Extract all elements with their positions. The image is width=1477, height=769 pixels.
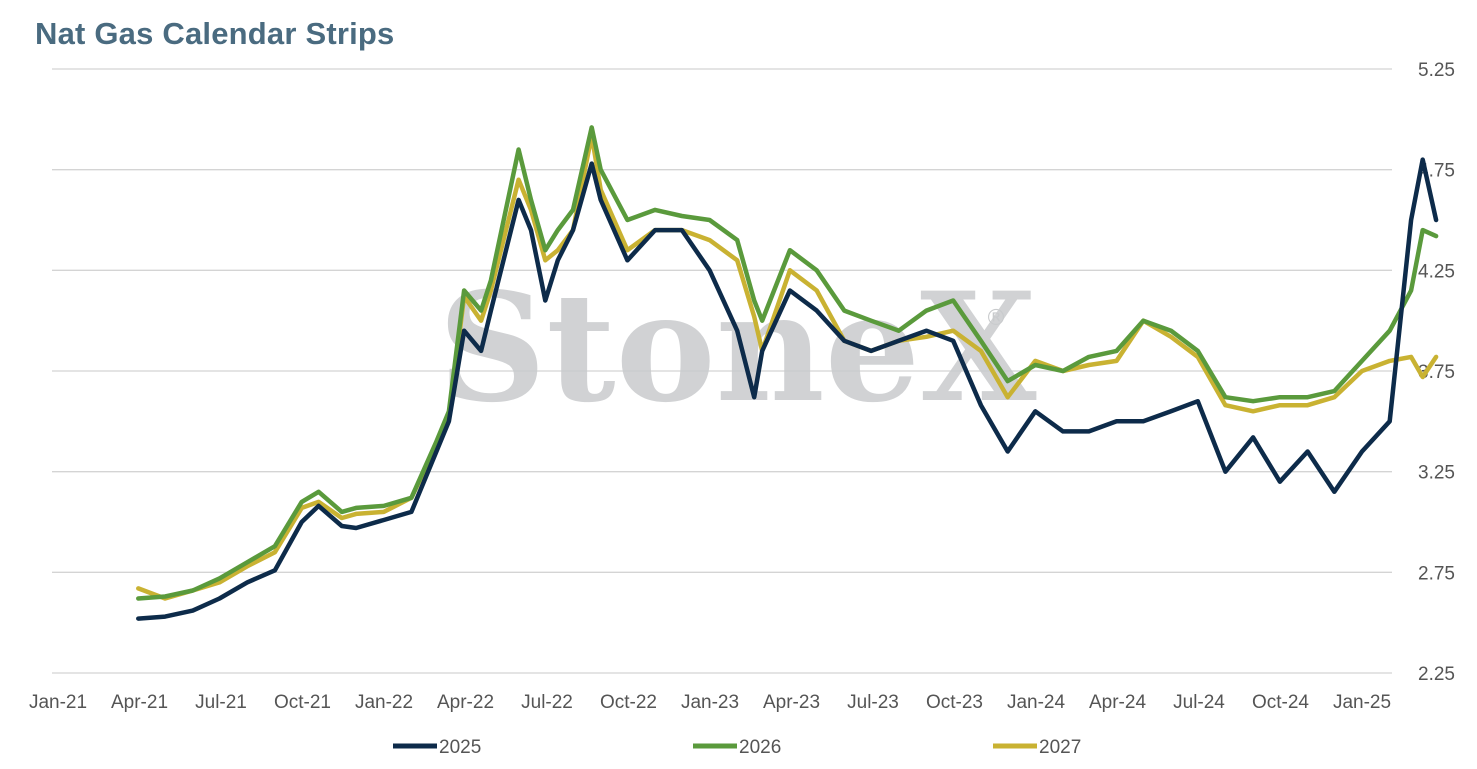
x-tick-label: Oct-21 <box>274 692 331 713</box>
x-tick-label: Apr-24 <box>1089 692 1146 713</box>
y-tick-label: 2.25 <box>1418 664 1455 685</box>
series-line-2027 <box>136 133 1439 601</box>
x-tick-label: Jul-21 <box>195 692 247 713</box>
x-tick-label: Apr-23 <box>763 692 820 713</box>
y-axis: 2.252.753.253.754.254.755.25 <box>1418 60 1455 685</box>
x-tick-label: Jul-23 <box>847 692 899 713</box>
x-tick-label: Oct-22 <box>600 692 657 713</box>
x-tick-label: Oct-24 <box>1252 692 1309 713</box>
legend-label-2025: 2025 <box>439 737 481 758</box>
y-tick-label: 3.25 <box>1418 463 1455 484</box>
x-tick-label: Jan-24 <box>1007 692 1066 713</box>
series-line-2025 <box>136 157 1439 621</box>
chart-title: Nat Gas Calendar Strips <box>35 16 395 51</box>
x-tick-label: Jan-25 <box>1333 692 1391 713</box>
x-tick-label: Jan-22 <box>355 692 413 713</box>
legend: 2025 2026 2027 <box>393 737 1081 758</box>
x-axis: Jan-21 Apr-21 Jul-21 Oct-21 Jan-22 Apr-22 Jul-… <box>29 692 1391 713</box>
legend-label-2027: 2027 <box>1039 737 1081 758</box>
series-lines <box>136 125 1439 621</box>
y-tick-label: 4.25 <box>1418 261 1455 282</box>
legend-label-2026: 2026 <box>739 737 781 758</box>
watermark: StoneX <box>438 260 1037 436</box>
x-tick-label: Jan-21 <box>29 692 87 713</box>
x-tick-label: Oct-23 <box>926 692 983 713</box>
watermark-registered-mark: ® <box>985 306 1007 331</box>
y-tick-label: 2.75 <box>1418 563 1455 584</box>
y-tick-label: 5.25 <box>1418 60 1455 81</box>
x-tick-label: Jul-24 <box>1173 692 1225 713</box>
x-tick-label: Apr-21 <box>111 692 168 713</box>
x-tick-label: Jul-22 <box>521 692 573 713</box>
x-tick-label: Jan-23 <box>681 692 739 713</box>
x-tick-label: Apr-22 <box>437 692 494 713</box>
series-line-2026 <box>136 125 1439 601</box>
